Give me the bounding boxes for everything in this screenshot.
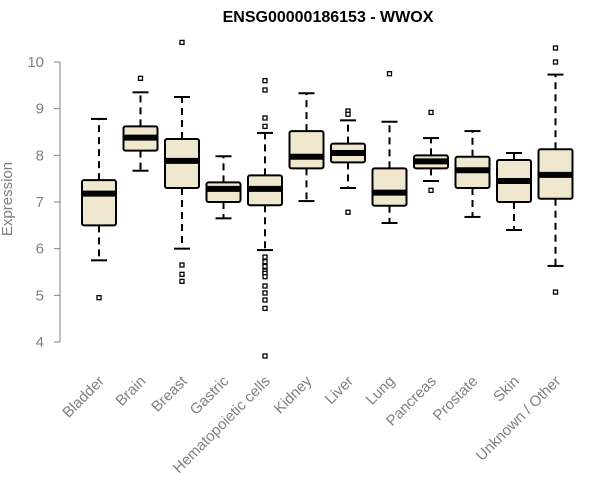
y-tick-label: 4 <box>36 334 44 351</box>
outlier-point <box>262 254 268 260</box>
outlier-point <box>262 263 268 270</box>
outlier-point <box>262 259 268 265</box>
box-prostate <box>454 130 491 218</box>
outlier-point <box>262 274 268 280</box>
outlier-point <box>179 278 185 284</box>
iqr-box <box>371 167 408 207</box>
x-tick-label: Prostate <box>430 373 482 425</box>
outlier-point <box>179 271 185 277</box>
box-lung <box>371 71 408 224</box>
x-tick-label: Kidney <box>271 372 316 417</box>
outlier-point <box>552 59 559 65</box>
outlier-point <box>428 109 434 116</box>
outlier-point <box>179 39 185 46</box>
outlier-point <box>345 111 351 117</box>
outlier-point <box>428 187 434 193</box>
y-axis-label: Expression <box>0 162 16 236</box>
iqr-box <box>81 179 117 227</box>
outlier-point <box>262 290 268 296</box>
box-hematopoietic-cells <box>247 78 283 359</box>
iqr-box <box>288 130 325 170</box>
outlier-point <box>262 87 268 93</box>
x-tick-label: Skin <box>490 373 523 406</box>
x-tick-label: Liver <box>322 373 357 408</box>
y-axis: 4 5 6 7 8 9 10 <box>27 54 61 351</box>
chart-title: ENSG00000186153 - WWOX <box>223 9 434 26</box>
outlier-point <box>386 71 393 77</box>
x-tick-label: Brain <box>113 373 150 410</box>
y-tick-label: 7 <box>36 194 44 211</box>
outlier-point <box>262 353 268 359</box>
box-gastric <box>205 155 242 220</box>
y-tick-label: 5 <box>36 287 44 304</box>
x-tick-label: Bladder <box>59 373 108 422</box>
outlier-point <box>137 75 144 81</box>
outlier-point <box>262 297 268 303</box>
iqr-box <box>205 181 242 203</box>
x-tick-label: Breast <box>148 372 191 415</box>
box-unknown-other <box>537 45 574 295</box>
outlier-point <box>262 283 268 289</box>
y-tick-label: 6 <box>36 241 44 258</box>
box-liver <box>330 108 366 215</box>
outlier-point <box>345 209 351 215</box>
outlier-point <box>96 295 102 301</box>
outlier-point <box>262 305 268 312</box>
x-tick-label: Lung <box>363 373 399 409</box>
outlier-point <box>552 289 559 295</box>
outlier-point <box>262 115 268 121</box>
box-breast <box>164 39 200 284</box>
outlier-point <box>262 78 268 84</box>
outlier-point <box>552 45 559 51</box>
box-brain <box>122 75 159 172</box>
outlier-point <box>262 123 268 130</box>
y-tick-label: 10 <box>27 54 44 71</box>
y-tick-label: 9 <box>36 101 44 118</box>
box-skin <box>496 152 532 231</box>
box-bladder <box>81 117 117 301</box>
y-tick-label: 8 <box>36 147 44 164</box>
box-group <box>81 39 574 359</box>
box-pancreas <box>413 109 449 193</box>
outlier-point <box>179 262 185 268</box>
box-kidney <box>288 92 325 203</box>
